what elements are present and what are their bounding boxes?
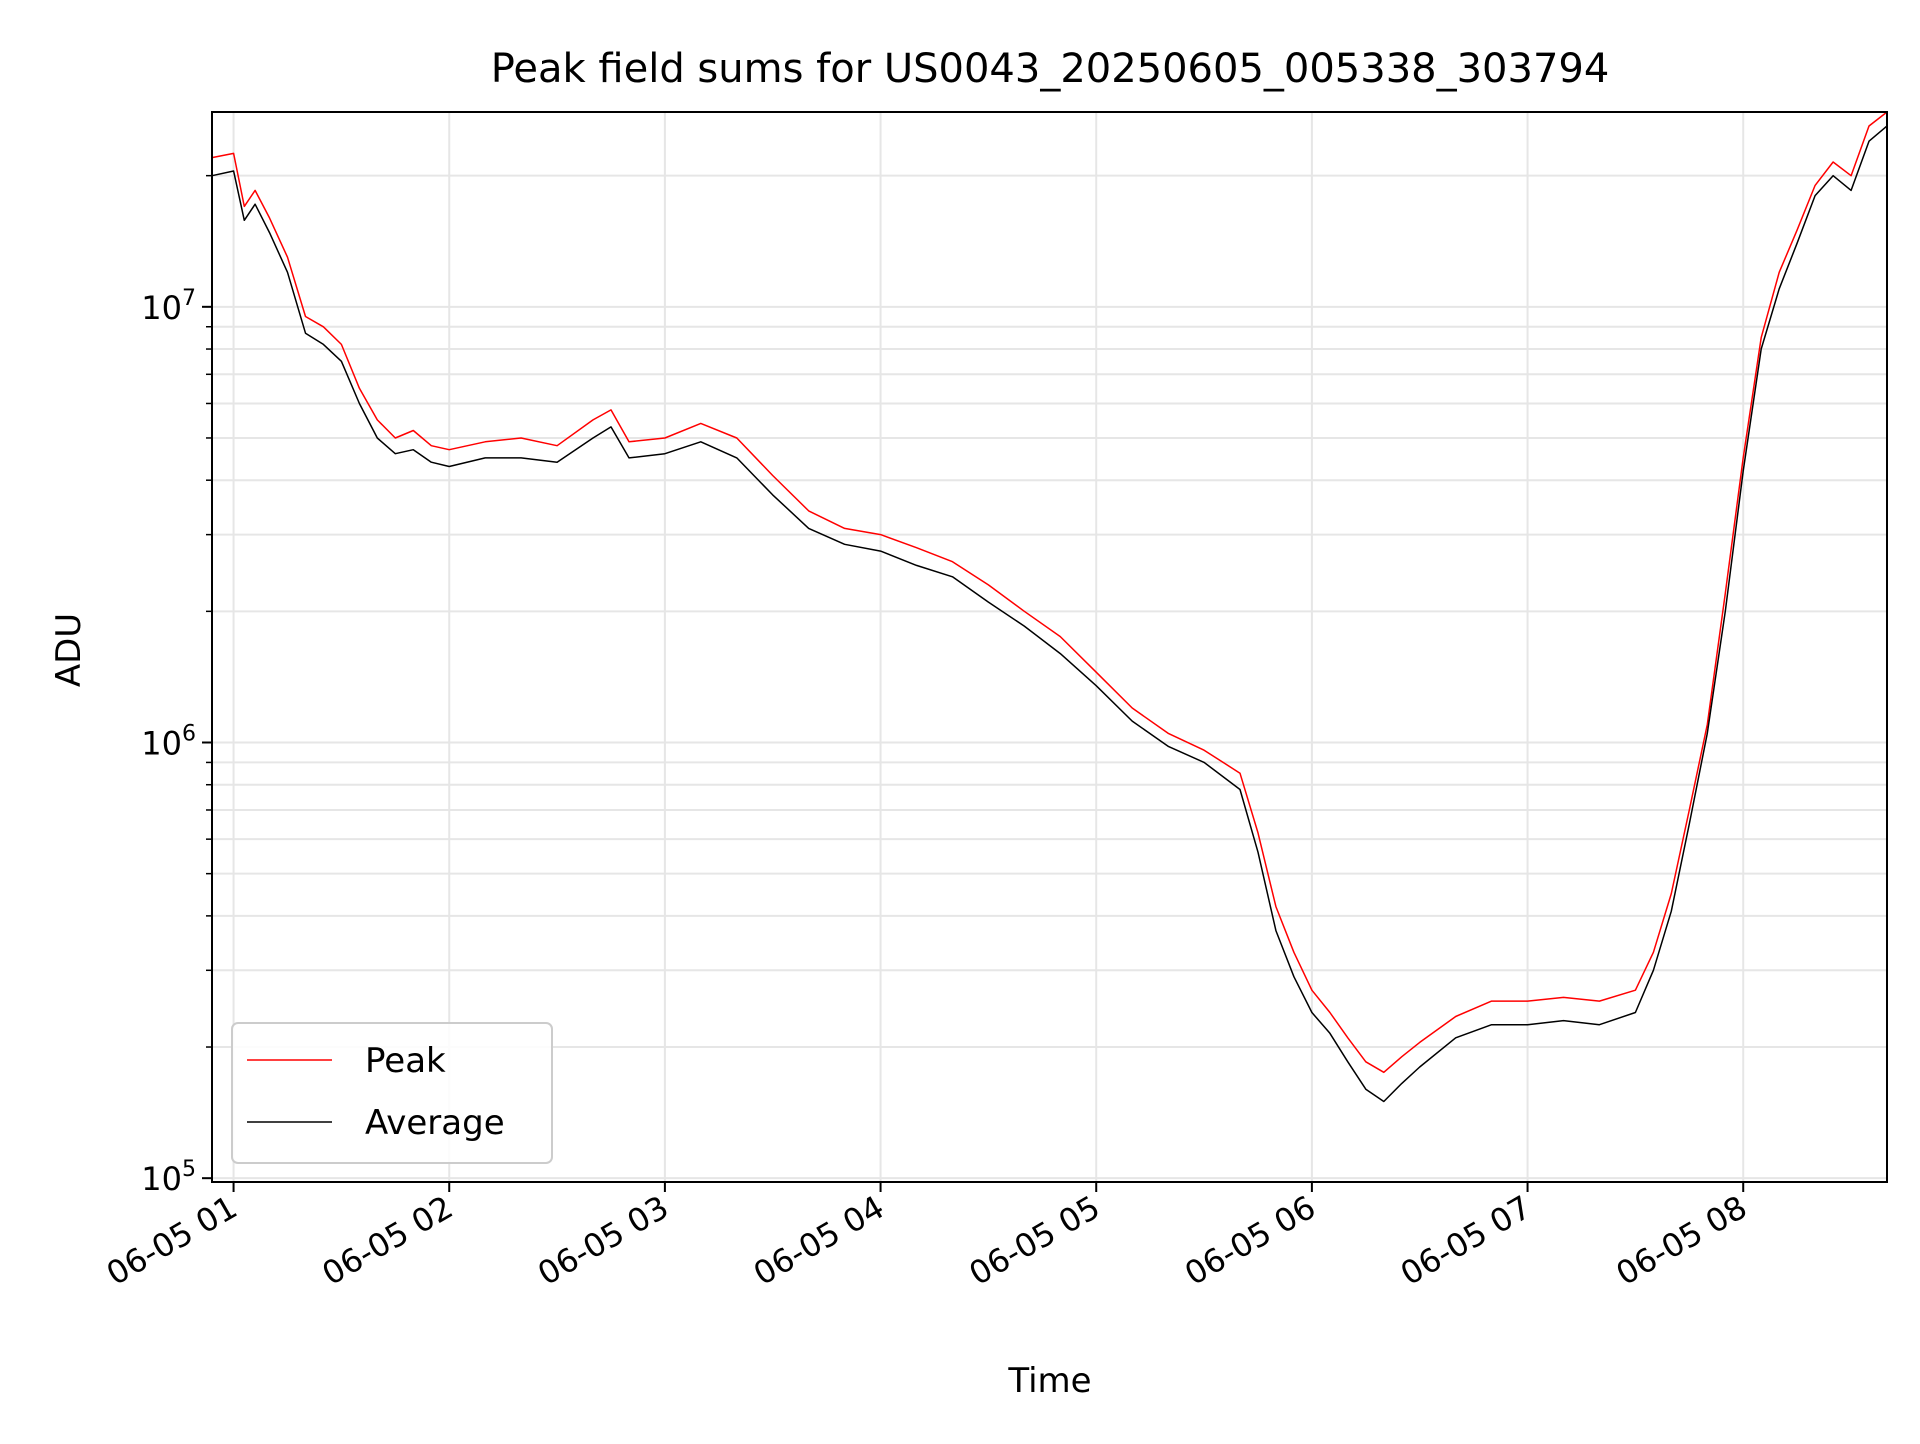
legend-peak-label: Peak <box>365 1041 446 1081</box>
legend-average-label: Average <box>365 1103 505 1143</box>
y-tick-label: 105 <box>141 1157 196 1198</box>
plot-area-frame <box>211 111 1888 1183</box>
legend-box <box>231 1022 553 1164</box>
chart-title: Peak field sums for US0043_20250605_0053… <box>491 46 1610 92</box>
grid-lines <box>212 112 1887 1182</box>
x-axis-label: Time <box>1007 1361 1091 1401</box>
y-tick-label: 107 <box>141 286 196 327</box>
plot-series <box>211 111 1888 1103</box>
series-line-average <box>211 125 1888 1103</box>
y-axis-label: ADU <box>49 613 89 687</box>
legend: Peak Average <box>231 1022 553 1164</box>
series-line-peak <box>211 111 1888 1074</box>
y-tick-label: 106 <box>141 721 196 762</box>
